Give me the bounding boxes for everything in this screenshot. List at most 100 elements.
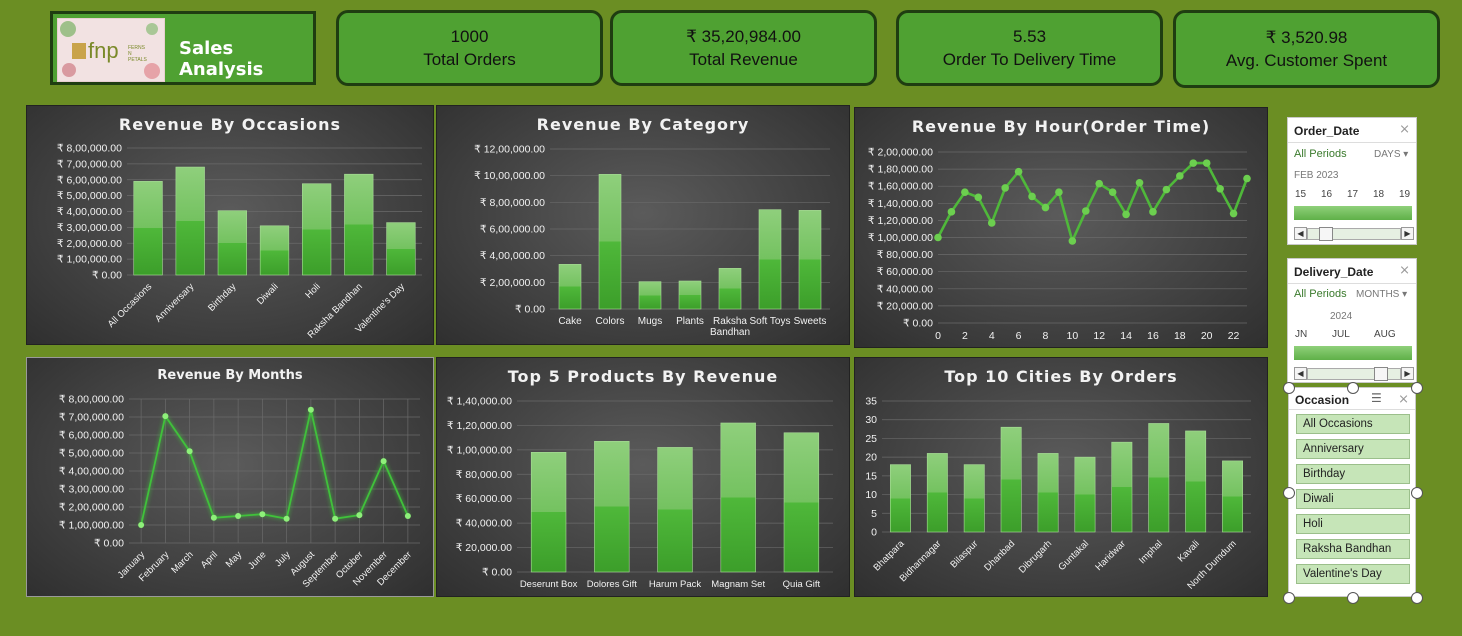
scroll-right-icon[interactable]: ▶	[1401, 367, 1414, 380]
data-point	[1095, 179, 1104, 188]
data-point	[1149, 208, 1157, 216]
logo-mark-icon	[72, 43, 86, 59]
y-tick-label: ₹ 0.00	[94, 538, 124, 550]
data-point	[259, 511, 266, 518]
x-tick-label: 6	[1016, 330, 1022, 342]
slicer-item-holi[interactable]: Holi	[1296, 514, 1410, 534]
all-periods-link[interactable]: All Periods	[1294, 288, 1347, 300]
x-tick-label: Quia Gift	[783, 579, 821, 590]
resize-handle[interactable]	[1411, 487, 1423, 499]
x-tick-label: Imphal	[1137, 538, 1165, 566]
resize-handle[interactable]	[1411, 592, 1423, 604]
chart-svg: ₹ 0.00 ₹ 1,00,000.00 ₹ 2,00,000.00 ₹ 3,00,0…	[57, 143, 422, 341]
chart-revenue-by-months[interactable]: Revenue By Months ₹ 0.00 ₹ 1,00,000.00 ₹ 2…	[26, 357, 434, 597]
clear-filter-icon[interactable]: ⨯	[1399, 122, 1410, 137]
delivery-date-slicer[interactable]: Delivery_Date ⨯ All Periods MONTHS ▾ 202…	[1287, 258, 1417, 383]
bar	[133, 181, 163, 276]
kpi-total-revenue: ₹ 35,20,984.00 Total Revenue	[610, 10, 877, 86]
order-date-slicer[interactable]: Order_Date ⨯ All Periods DAYS ▾ FEB 2023…	[1287, 117, 1417, 245]
x-tick-label: 20	[1201, 330, 1213, 342]
scroll-left-icon[interactable]: ◀	[1294, 367, 1307, 380]
bar	[1185, 430, 1207, 533]
y-tick-label: ₹ 20,000.00	[456, 542, 512, 554]
timeline-tick[interactable]: JN	[1295, 329, 1308, 340]
timeline-tick[interactable]: 19	[1399, 189, 1411, 200]
data-point	[934, 233, 942, 242]
data-point	[1041, 203, 1050, 212]
data-point	[186, 448, 193, 455]
data-point	[987, 219, 996, 227]
timeline-selection-bar[interactable]	[1294, 346, 1412, 360]
chart-revenue-by-hour[interactable]: Revenue By Hour(Order Time) ₹ 0.00 ₹ 20,0…	[854, 107, 1268, 348]
timeline-tick[interactable]: AUG	[1374, 329, 1396, 340]
time-level-dropdown[interactable]: DAYS ▾	[1374, 149, 1408, 160]
resize-handle[interactable]	[1347, 382, 1359, 394]
data-point	[283, 515, 290, 522]
slicer-item-birthday[interactable]: Birthday	[1296, 464, 1410, 484]
scrollbar-thumb[interactable]	[1374, 367, 1388, 381]
resize-handle[interactable]	[1283, 487, 1295, 499]
slicer-item-valentines-day[interactable]: Valentine's Day	[1296, 564, 1410, 584]
clear-filter-icon[interactable]: ⨯	[1398, 392, 1409, 407]
y-tick-label: ₹ 4,00,000.00	[480, 250, 545, 262]
x-tick-label: 18	[1174, 330, 1186, 342]
timeline-tick[interactable]: 15	[1295, 189, 1307, 200]
y-tick-label: ₹ 1,80,000.00	[868, 164, 933, 176]
x-tick-label: 16	[1147, 330, 1159, 342]
x-tick-label: Holi	[303, 281, 322, 300]
resize-handle[interactable]	[1283, 382, 1295, 394]
x-tick-label: Birthday	[206, 281, 239, 314]
scrollbar-thumb[interactable]	[1319, 227, 1333, 241]
y-tick-label: ₹ 6,00,000.00	[59, 430, 124, 442]
slicer-item-all-occasions[interactable]: All Occasions	[1296, 414, 1410, 434]
y-tick-label: ₹ 0.00	[92, 270, 122, 282]
all-periods-link[interactable]: All Periods	[1294, 148, 1347, 160]
chevron-down-icon: ▾	[1403, 149, 1409, 160]
time-level-dropdown[interactable]: MONTHS ▾	[1356, 289, 1407, 300]
time-level-label: DAYS	[1374, 149, 1401, 160]
x-tick-label: Deserunt Box	[520, 579, 578, 590]
bar	[302, 183, 332, 276]
data-point	[1135, 178, 1144, 187]
bar	[217, 210, 247, 276]
chart-top-products[interactable]: Top 5 Products By Revenue ₹ 0.00 ₹ 20,000…	[436, 357, 850, 597]
data-point	[947, 208, 956, 216]
bar	[638, 281, 662, 310]
slicer-item-anniversary[interactable]: Anniversary	[1296, 439, 1410, 459]
resize-handle[interactable]	[1347, 592, 1359, 604]
bar	[1074, 456, 1096, 533]
timeline-tick[interactable]: 18	[1373, 189, 1385, 200]
chart-revenue-by-occasions[interactable]: Revenue By Occasions ₹ 0.00 ₹ 1,00,000.00…	[26, 105, 434, 345]
scroll-right-icon[interactable]: ▶	[1401, 227, 1414, 240]
data-point	[1122, 210, 1130, 219]
slicer-item-diwali[interactable]: Diwali	[1296, 489, 1410, 509]
resize-handle[interactable]	[1283, 592, 1295, 604]
kpi-value: ₹ 3,520.98	[1265, 28, 1348, 47]
chart-top-cities[interactable]: Top 10 Cities By Orders 0 5 10 15 20 25 30 35 Bh…	[854, 357, 1268, 597]
time-level-label: MONTHS	[1356, 289, 1400, 300]
slicer-item-raksha-bandhan[interactable]: Raksha Bandhan	[1296, 539, 1410, 559]
x-tick-label: Anniversary	[153, 281, 196, 324]
scroll-left-icon[interactable]: ◀	[1294, 227, 1307, 240]
y-tick-label: ₹ 3,00,000.00	[59, 484, 124, 496]
x-tick-label: 2	[962, 330, 968, 342]
multi-select-icon[interactable]: ☰	[1371, 391, 1382, 405]
resize-handle[interactable]	[1411, 382, 1423, 394]
timeline-tick[interactable]: 16	[1321, 189, 1333, 200]
timeline-selection-bar[interactable]	[1294, 206, 1412, 220]
timeline-tick[interactable]: 17	[1347, 189, 1359, 200]
timeline-tick[interactable]: JUL	[1332, 329, 1350, 340]
x-tick-label: July	[273, 549, 293, 569]
chart-revenue-by-category[interactable]: Revenue By Category ₹ 0.00 ₹ 2,00,000.00 ₹…	[436, 105, 850, 345]
x-tick-label: Guntakal	[1056, 538, 1091, 573]
kpi-label: Total Revenue	[689, 50, 798, 69]
y-tick-label: ₹ 4,00,000.00	[57, 206, 122, 218]
clear-filter-icon[interactable]: ⨯	[1399, 263, 1410, 278]
y-tick-label: ₹ 2,00,000.00	[480, 277, 545, 289]
data-point	[1189, 159, 1198, 167]
x-tick-label: Dolores Gift	[587, 579, 638, 590]
occasion-slicer[interactable]: Occasion ☰ ⨯ All Occasions Anniversary B…	[1288, 387, 1416, 597]
y-tick-label: ₹ 2,00,000.00	[868, 147, 933, 159]
y-tick-label: ₹ 1,20,000.00	[868, 215, 933, 227]
chevron-down-icon: ▾	[1402, 289, 1408, 300]
